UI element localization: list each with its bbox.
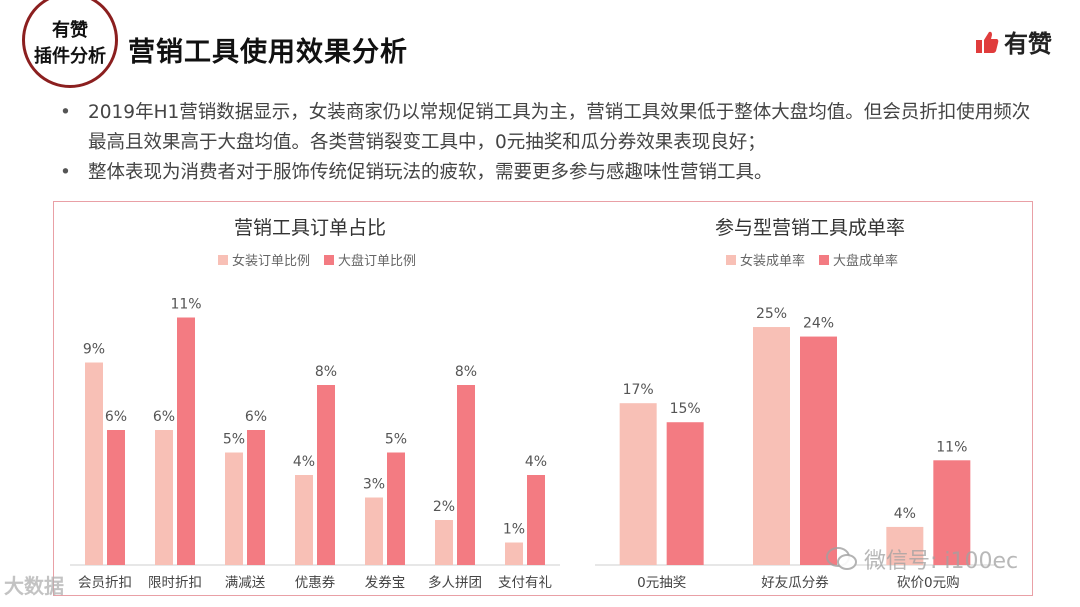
bar-value-label: 2% bbox=[433, 499, 455, 515]
legend-label: 大盘成单率 bbox=[833, 254, 899, 269]
bar-value-label: 6% bbox=[153, 409, 175, 425]
x-tick-label: 砍价0元购 bbox=[897, 575, 960, 591]
bar-value-label: 11% bbox=[936, 439, 967, 455]
bar-value-label: 3% bbox=[363, 477, 385, 493]
x-tick-label: 0元抽奖 bbox=[637, 574, 686, 591]
bar bbox=[886, 526, 924, 565]
legend-item: 女装订单比例 bbox=[218, 250, 310, 269]
bar-value-label: 1% bbox=[503, 522, 525, 538]
bar bbox=[527, 475, 545, 565]
bar-value-label: 6% bbox=[245, 409, 267, 425]
x-tick-label: 多人拼团 bbox=[428, 574, 482, 591]
badge-line1: 有赞 bbox=[52, 20, 88, 41]
brand-name: 有赞 bbox=[1004, 30, 1052, 58]
legend-label: 女装成单率 bbox=[740, 254, 806, 269]
bullet-item: • 2019年H1营销数据显示，女装商家仍以常规促销工具为主，营销工具效果低于整… bbox=[60, 98, 1040, 158]
bar bbox=[155, 430, 173, 565]
bullet-item: • 整体表现为消费者对于服饰传统促销玩法的疲软，需要更多参与感趣味性营销工具。 bbox=[60, 158, 1040, 188]
legend-label: 大盘订单比例 bbox=[338, 254, 417, 269]
bar bbox=[387, 452, 405, 565]
x-tick-label: 满减送 bbox=[225, 575, 266, 591]
thumbs-up-icon bbox=[976, 31, 999, 53]
bar bbox=[505, 542, 523, 565]
badge-line2: 插件分析 bbox=[34, 46, 106, 67]
bar-value-label: 25% bbox=[756, 306, 787, 322]
bar bbox=[247, 430, 265, 565]
bar bbox=[177, 317, 195, 565]
bar-value-label: 9% bbox=[83, 342, 105, 358]
legend-swatch bbox=[819, 254, 830, 265]
summary-bullets: • 2019年H1营销数据显示，女装商家仍以常规促销工具为主，营销工具效果低于整… bbox=[60, 98, 1040, 188]
x-tick-label: 发券宝 bbox=[365, 575, 406, 591]
legend-swatch bbox=[726, 254, 736, 265]
bar bbox=[619, 403, 657, 565]
bar-value-label: 5% bbox=[385, 432, 407, 448]
legend-item: 大盘订单比例 bbox=[324, 250, 416, 269]
bar bbox=[666, 422, 704, 565]
bar bbox=[107, 430, 125, 565]
legend-item: 女装成单率 bbox=[726, 250, 805, 269]
x-tick-label: 优惠券 bbox=[295, 575, 336, 591]
chart-frame bbox=[53, 201, 1033, 596]
legend-swatch bbox=[324, 254, 335, 265]
brand-logo: 有赞 bbox=[974, 24, 1052, 59]
bar bbox=[435, 520, 453, 565]
legend-label: 女装订单比例 bbox=[232, 254, 311, 269]
bar-value-label: 5% bbox=[223, 432, 245, 448]
bar-value-label: 11% bbox=[170, 297, 201, 313]
right-chart-legend: 女装成单率 大盘成单率 bbox=[726, 250, 898, 269]
bar-value-label: 24% bbox=[803, 316, 834, 332]
left-chart-title: 营销工具订单占比 bbox=[233, 217, 386, 239]
bullet-text: 2019年H1营销数据显示，女装商家仍以常规促销工具为主，营销工具效果低于整体大… bbox=[88, 102, 1031, 153]
wechat-id: 微信号: i100ec bbox=[864, 549, 1019, 574]
wechat-icon bbox=[826, 547, 857, 570]
right-chart-title: 参与型营销工具成单率 bbox=[714, 217, 905, 239]
bar-value-label: 8% bbox=[315, 364, 337, 380]
bar bbox=[457, 385, 475, 565]
x-tick-label: 会员折扣 bbox=[78, 575, 132, 591]
bar bbox=[933, 460, 971, 565]
corner-watermark: 大数据 bbox=[4, 574, 64, 598]
x-tick-label: 好友瓜分券 bbox=[761, 575, 829, 591]
left-chart-legend: 女装订单比例 大盘订单比例 bbox=[218, 250, 416, 269]
plugin-analysis-badge: 有赞 插件分析 bbox=[22, 0, 118, 88]
x-tick-label: 支付有礼 bbox=[498, 575, 552, 591]
bar-value-label: 6% bbox=[105, 409, 127, 425]
bar-value-label: 4% bbox=[293, 454, 315, 470]
conversion-rate-bar-chart: 17% 15% 0元抽奖 25% 24% 好友瓜分券 4% 11% 砍价0元购 bbox=[595, 306, 995, 591]
bar-value-label: 4% bbox=[894, 506, 916, 522]
bullet-text: 整体表现为消费者对于服饰传统促销玩法的疲软，需要更多参与感趣味性营销工具。 bbox=[88, 162, 773, 183]
order-share-bar-chart: 9%6%会员折扣6%11%限时折扣5%6%满减送4%8%优惠券3%5%发券宝2%… bbox=[70, 297, 560, 591]
bar bbox=[317, 385, 335, 565]
bar bbox=[225, 452, 243, 565]
bullet-dot: • bbox=[60, 162, 71, 183]
bar-value-label: 8% bbox=[455, 364, 477, 380]
bar bbox=[753, 327, 790, 565]
bar-value-label: 4% bbox=[525, 454, 547, 470]
bar bbox=[800, 336, 837, 565]
bullet-dot: • bbox=[60, 102, 71, 123]
bar bbox=[85, 362, 103, 565]
wechat-watermark: 微信号: i100ec bbox=[826, 543, 1018, 575]
bar-value-label: 15% bbox=[670, 401, 701, 417]
legend-swatch bbox=[218, 254, 228, 265]
x-tick-label: 限时折扣 bbox=[148, 575, 202, 591]
page-title: 营销工具使用效果分析 bbox=[128, 37, 408, 68]
legend-item: 大盘成单率 bbox=[819, 250, 898, 269]
bar bbox=[295, 475, 313, 565]
bar-value-label: 17% bbox=[623, 382, 654, 398]
bar bbox=[365, 497, 383, 565]
